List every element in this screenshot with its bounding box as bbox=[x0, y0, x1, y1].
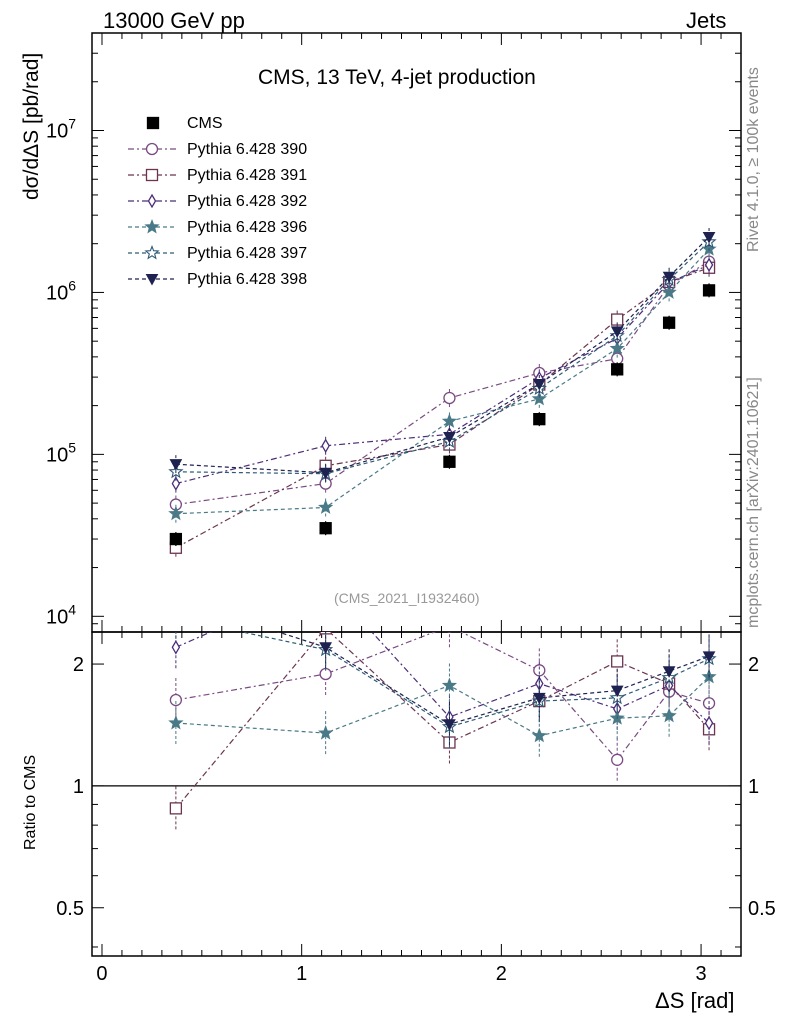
ratio-point bbox=[611, 655, 624, 668]
series-point bbox=[704, 257, 714, 273]
header-left: 13000 GeV pp bbox=[103, 8, 245, 33]
legend-label-396: Pythia 6.428 396 bbox=[187, 219, 308, 236]
ratio-tick-label-right: 1 bbox=[748, 776, 759, 798]
series-point bbox=[609, 340, 625, 356]
main-plot-area bbox=[168, 227, 717, 557]
ratio-line-3 bbox=[175, 676, 710, 737]
ratio-tick-label-left: 1 bbox=[73, 776, 84, 798]
y-tick-label: 105 bbox=[46, 439, 76, 466]
ratio-point bbox=[533, 664, 546, 677]
legend-marker bbox=[145, 168, 159, 182]
data-point bbox=[319, 522, 332, 535]
data-point bbox=[169, 532, 183, 546]
series-point bbox=[318, 499, 334, 514]
ratio-point bbox=[169, 802, 183, 815]
legend-label-397: Pythia 6.428 397 bbox=[187, 245, 308, 262]
ratio-point bbox=[441, 677, 458, 693]
legend-label-391: Pythia 6.428 391 bbox=[187, 167, 308, 184]
ratio-point bbox=[704, 715, 714, 731]
series-line-2 bbox=[175, 264, 710, 485]
series-point bbox=[441, 413, 458, 428]
x-tick-label: 2 bbox=[496, 963, 507, 985]
ratio-line-4 bbox=[239, 632, 710, 728]
series-point bbox=[443, 391, 456, 405]
ratio-point bbox=[610, 685, 624, 698]
legend-label-392: Pythia 6.428 392 bbox=[187, 193, 308, 210]
header-right: Jets bbox=[686, 8, 727, 33]
data-point bbox=[533, 413, 546, 426]
y-tick-label: 107 bbox=[46, 115, 76, 142]
series-line-0 bbox=[175, 261, 710, 506]
series-point bbox=[321, 438, 330, 454]
ratio-tick-label-left: 0.5 bbox=[56, 898, 84, 920]
legend-label-cms: CMS bbox=[187, 115, 223, 132]
x-tick-label: 0 bbox=[96, 963, 107, 985]
x-axis-label: ΔS [rad] bbox=[655, 988, 735, 1013]
ratio-tick-label-right: 0.5 bbox=[748, 898, 776, 920]
ratio-point bbox=[318, 725, 334, 740]
ratio-point bbox=[169, 693, 183, 707]
legend-marker bbox=[147, 193, 157, 209]
ratio-point bbox=[170, 594, 181, 604]
ratio-point bbox=[661, 707, 677, 723]
ratio-line-1 bbox=[175, 632, 710, 809]
ratio-y-axis-label: Ratio to CMS bbox=[22, 754, 39, 850]
data-point bbox=[443, 455, 456, 468]
legend-marker bbox=[144, 244, 160, 260]
series-point bbox=[662, 271, 676, 284]
legend-marker bbox=[145, 142, 159, 156]
x-tick-label: 3 bbox=[695, 963, 706, 985]
ratio-point bbox=[447, 632, 452, 633]
mcplots-label: mcplots.cern.ch [arXiv:2401.10621] bbox=[745, 377, 762, 628]
legend-label-398: Pythia 6.428 398 bbox=[187, 271, 308, 288]
legend-marker-cms bbox=[146, 116, 160, 130]
ratio-tick-label-left: 2 bbox=[73, 654, 84, 676]
ratio-plot-area bbox=[168, 575, 717, 831]
series-point bbox=[168, 505, 184, 521]
ratio-point bbox=[532, 692, 546, 705]
series-point bbox=[661, 284, 677, 299]
legend-marker bbox=[145, 274, 159, 286]
series-point bbox=[532, 378, 546, 391]
series-point bbox=[610, 326, 624, 338]
series-point bbox=[531, 390, 547, 406]
y-tick-label: 104 bbox=[46, 601, 76, 628]
data-point bbox=[611, 363, 624, 376]
legend-marker bbox=[144, 218, 160, 234]
analysis-watermark: (CMS_2021_I1932460) bbox=[334, 590, 480, 606]
ratio-point bbox=[662, 666, 676, 678]
rivet-version-label: Rivet 4.1.0, ≥ 100k events bbox=[745, 67, 762, 252]
ratio-point bbox=[443, 719, 456, 731]
y-tick-label: 106 bbox=[46, 277, 76, 304]
data-point bbox=[702, 284, 716, 297]
ratio-point bbox=[702, 651, 716, 663]
x-tick-label: 1 bbox=[296, 963, 307, 985]
ratio-line-5 bbox=[276, 632, 710, 725]
ratio-plot-frame bbox=[91, 631, 742, 957]
y-axis-label: dσ/dΔS [pb/rad] bbox=[20, 52, 43, 200]
legend-label-390: Pythia 6.428 390 bbox=[187, 141, 308, 158]
ratio-point bbox=[531, 727, 547, 743]
plot-title: CMS, 13 TeV, 4-jet production bbox=[258, 66, 536, 89]
series-line-1 bbox=[175, 267, 710, 549]
series-point bbox=[171, 476, 181, 491]
data-point bbox=[662, 316, 676, 329]
ratio-point bbox=[611, 753, 624, 766]
ratio-point bbox=[322, 575, 329, 587]
series-point bbox=[702, 231, 716, 244]
ratio-point bbox=[170, 611, 182, 623]
series-point bbox=[169, 459, 183, 471]
ratio-tick-label-right: 2 bbox=[748, 654, 759, 676]
ratio-point bbox=[171, 640, 181, 655]
series-point bbox=[319, 467, 332, 480]
ratio-point bbox=[168, 714, 184, 730]
series-point bbox=[443, 432, 456, 444]
ratio-point bbox=[319, 642, 332, 654]
